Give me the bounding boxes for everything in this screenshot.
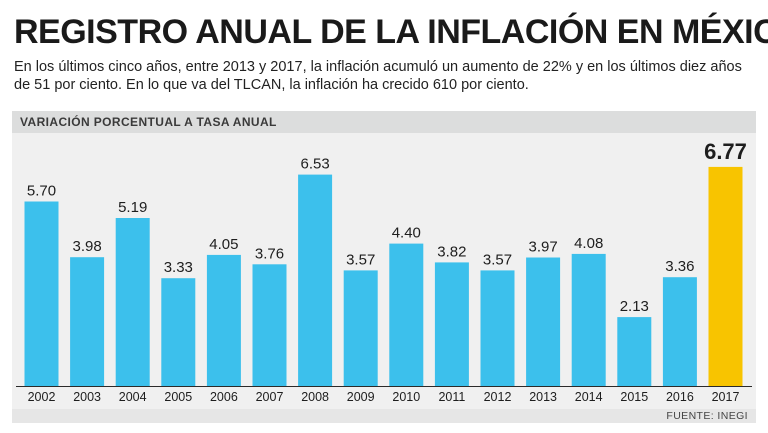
value-label-2010: 4.40 (392, 225, 421, 242)
bar-2014 (571, 253, 606, 386)
value-label-2015: 2.13 (620, 298, 649, 315)
x-tick-label-2016: 2016 (666, 390, 694, 404)
value-label-2008: 6.53 (300, 156, 329, 173)
x-tick-label-2014: 2014 (575, 390, 603, 404)
bar-2015 (617, 317, 652, 386)
section-header: VARIACIÓN PORCENTUAL A TASA ANUAL (12, 111, 756, 133)
bar-2007 (252, 264, 287, 386)
value-label-2009: 3.57 (346, 251, 375, 268)
value-label-2012: 3.57 (483, 251, 512, 268)
section-label: VARIACIÓN PORCENTUAL A TASA ANUAL (20, 115, 277, 129)
bar-2013 (526, 257, 561, 386)
value-label-2013: 3.97 (528, 239, 557, 256)
value-label-2011: 3.82 (437, 243, 466, 260)
page-subtitle: En los últimos cinco años, entre 2013 y … (14, 59, 742, 93)
bar-2008 (298, 174, 333, 386)
source-note: FUENTE: INEGI (666, 410, 748, 422)
value-label-2005: 3.33 (164, 259, 193, 276)
bar-2016 (662, 277, 697, 386)
x-tick-label-2004: 2004 (119, 390, 147, 404)
x-tick-label-2002: 2002 (28, 390, 56, 404)
bar-2010 (389, 243, 424, 386)
bar-2004 (115, 218, 150, 386)
value-label-2004: 5.19 (118, 199, 147, 216)
value-label-2007: 3.76 (255, 245, 284, 262)
x-tick-label-2009: 2009 (347, 390, 375, 404)
value-label-2006: 4.05 (209, 236, 238, 253)
bar-2012 (480, 270, 515, 386)
x-tick-label-2005: 2005 (164, 390, 192, 404)
value-label-2017: 6.77 (704, 139, 747, 164)
x-tick-label-2008: 2008 (301, 390, 329, 404)
value-label-2003: 3.98 (72, 238, 101, 255)
value-label-2014: 4.08 (574, 235, 603, 252)
bar-2006 (206, 254, 241, 386)
source-strip: FUENTE: INEGI (12, 409, 756, 423)
value-label-2016: 3.36 (665, 258, 694, 275)
x-tick-label-2010: 2010 (392, 390, 420, 404)
x-tick-label-2006: 2006 (210, 390, 238, 404)
value-label-2002: 5.70 (27, 183, 56, 200)
bar-2017 (708, 166, 743, 386)
bar-2009 (343, 270, 378, 386)
bar-2002 (24, 201, 59, 386)
x-tick-label-2003: 2003 (73, 390, 101, 404)
x-tick-label-2017: 2017 (712, 390, 740, 404)
x-tick-label-2013: 2013 (529, 390, 557, 404)
x-tick-label-2011: 2011 (438, 390, 465, 404)
x-tick-label-2015: 2015 (620, 390, 648, 404)
bar-2011 (434, 262, 469, 386)
x-tick-label-2007: 2007 (256, 390, 284, 404)
bar-2003 (70, 257, 105, 386)
bar-2005 (161, 278, 196, 386)
x-tick-label-2012: 2012 (484, 390, 512, 404)
page-title: REGISTRO ANUAL DE LA INFLACIÓN EN MÉXICO (14, 13, 768, 51)
